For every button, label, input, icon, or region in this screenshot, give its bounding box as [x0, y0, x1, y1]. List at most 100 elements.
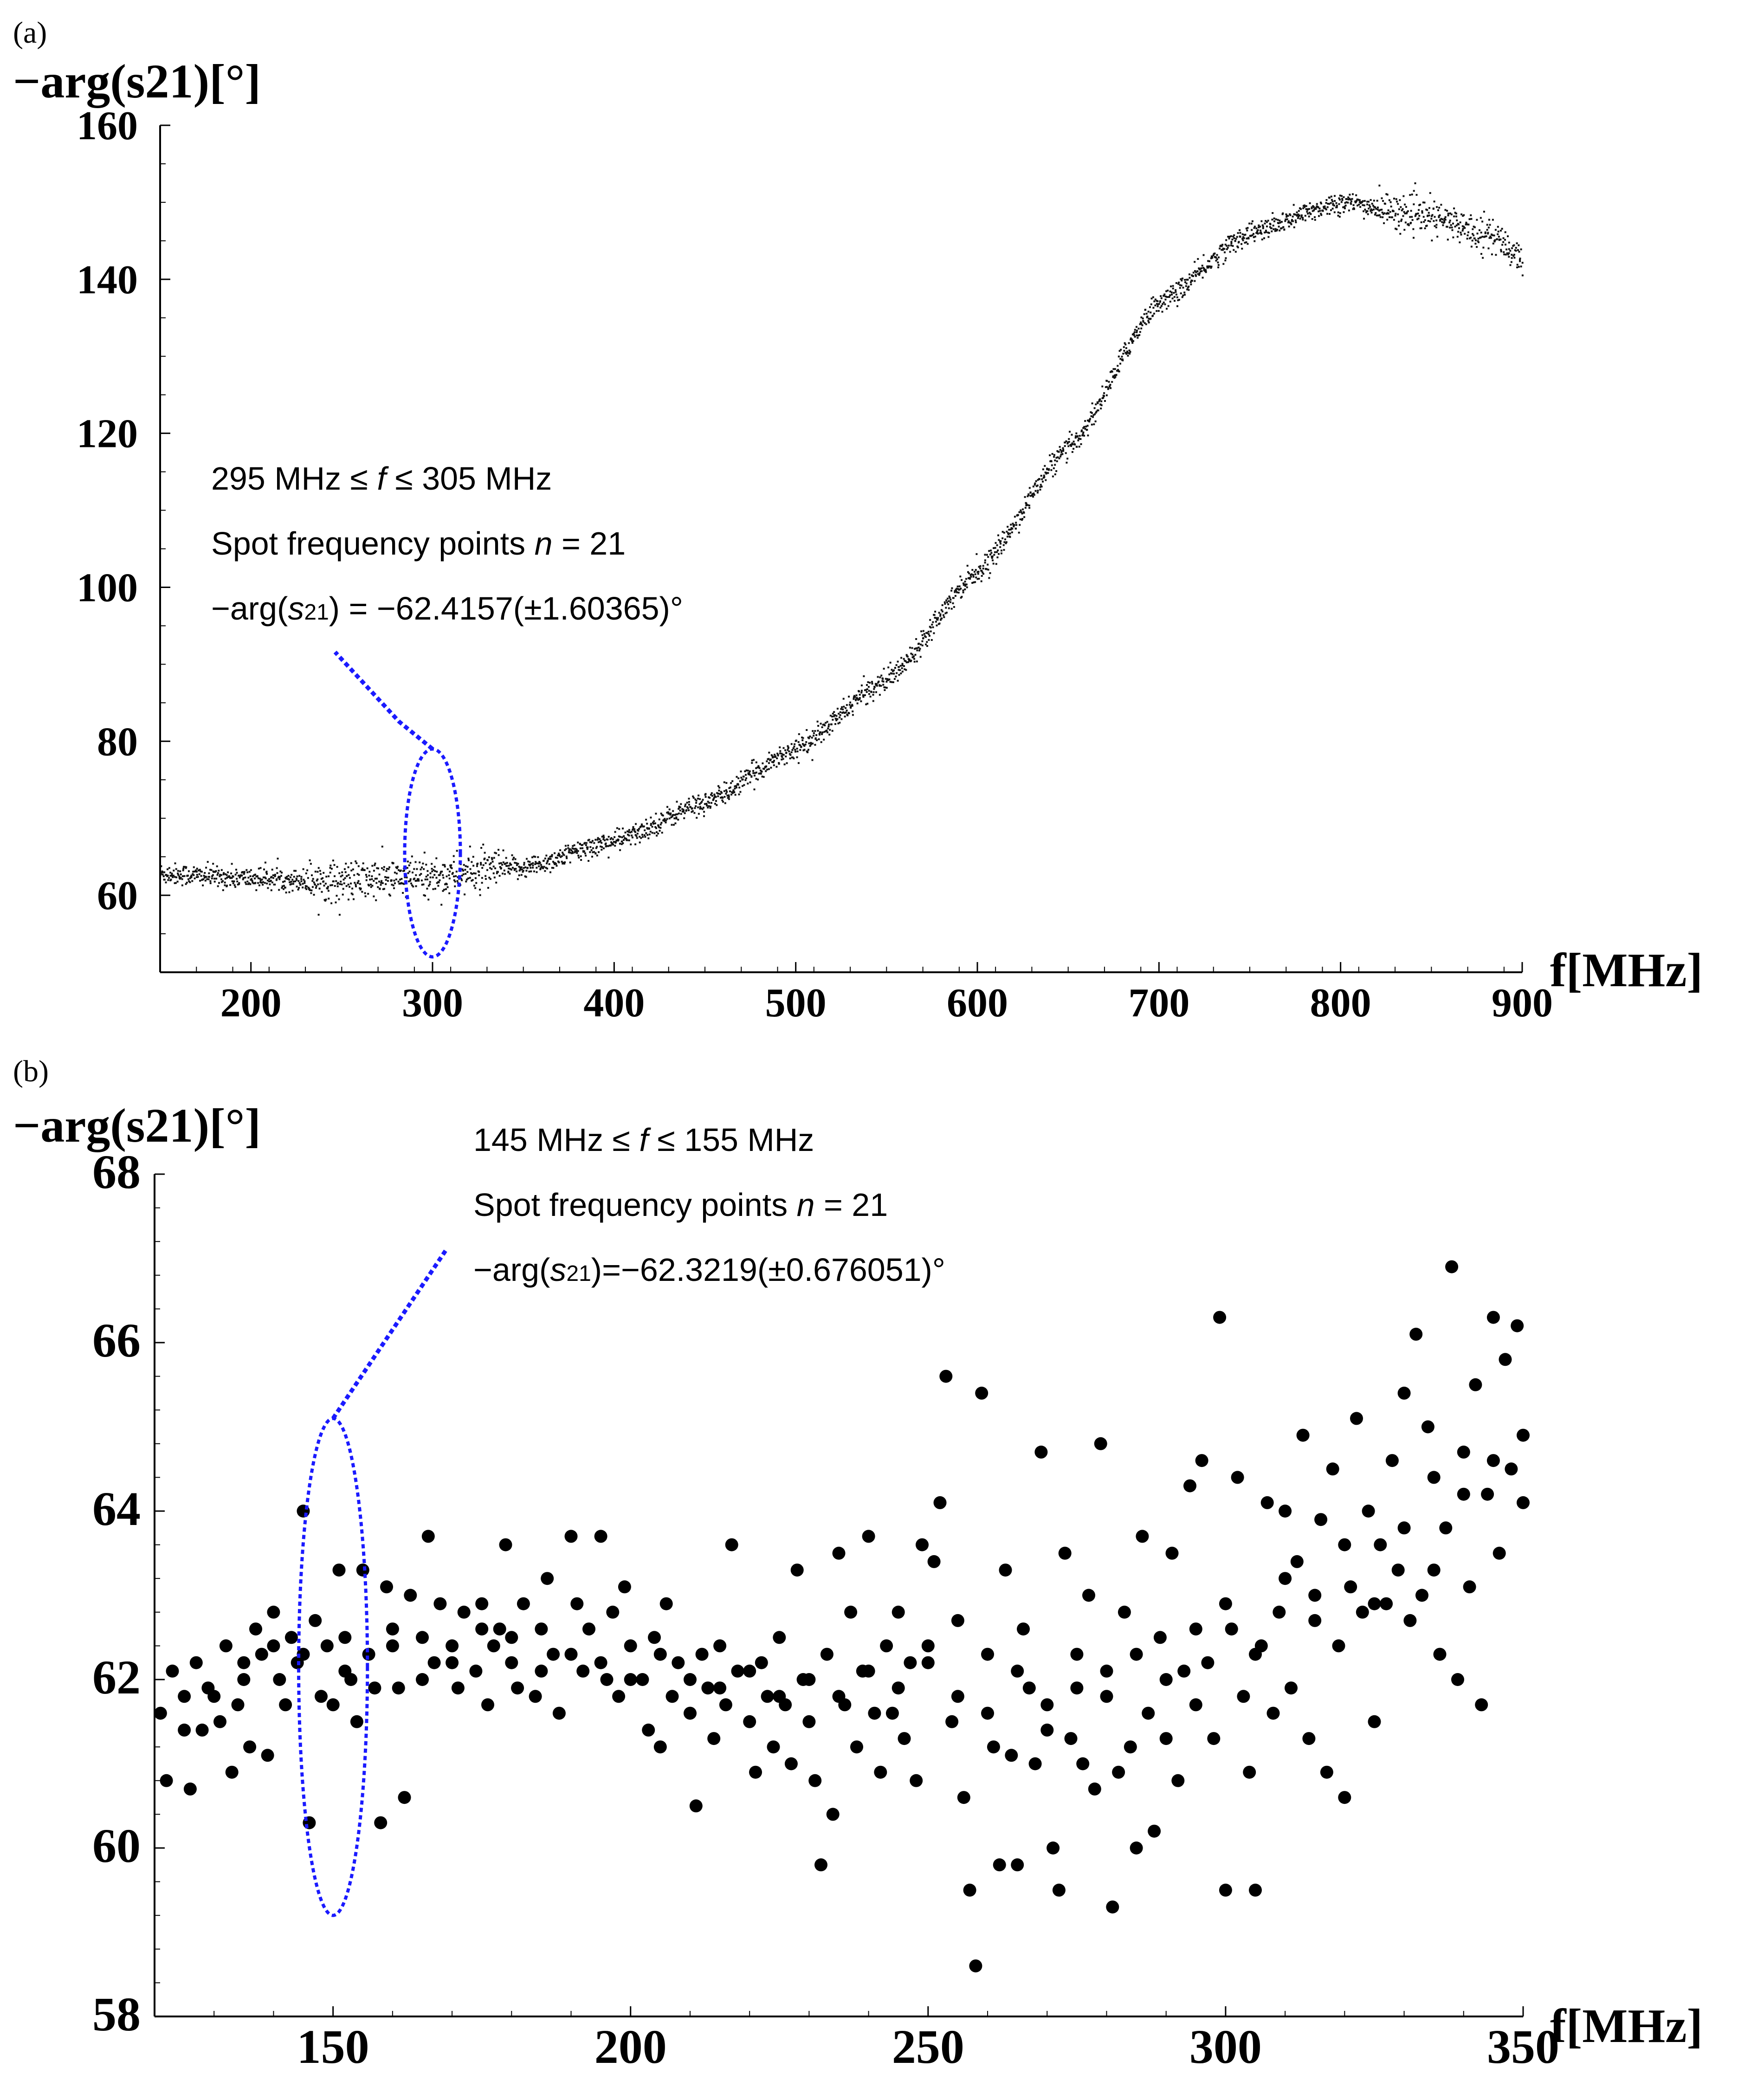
- panel-b-data-point: [457, 1605, 471, 1619]
- panel-a-data-point: [1446, 210, 1448, 212]
- panel-a-data-point: [1411, 216, 1413, 218]
- panel-a-data-point: [1290, 223, 1292, 226]
- panel-a-data-point: [1452, 236, 1454, 239]
- panel-a-data-point: [1054, 473, 1056, 476]
- panel-a-data-point: [548, 863, 550, 865]
- panel-a-data-point: [1201, 270, 1203, 272]
- panel-a-data-point: [872, 691, 875, 693]
- panel-a-data-point: [1230, 242, 1233, 245]
- panel-a-data-point: [1095, 410, 1098, 413]
- panel-a-data-point: [903, 658, 905, 660]
- panel-b-data-point: [743, 1664, 756, 1678]
- panel-a-data-point: [1045, 479, 1047, 481]
- panel-a-data-point: [1483, 211, 1485, 213]
- panel-a-data-point: [1358, 203, 1360, 206]
- panel-a-data-point: [491, 868, 493, 870]
- panel-a-data-point: [538, 865, 540, 867]
- panel-b-data-point: [219, 1639, 233, 1653]
- panel-a-data-point: [677, 819, 679, 821]
- panel-a-data-point: [265, 877, 267, 879]
- panel-a-data-point: [1131, 333, 1134, 336]
- panel-a-data-point: [626, 839, 628, 841]
- panel-a-data-point: [699, 798, 701, 800]
- panel-a-data-point: [839, 714, 841, 716]
- panel-a-data-point: [1041, 478, 1043, 480]
- panel-a-data-point: [259, 878, 261, 880]
- panel-a-data-point: [736, 775, 738, 778]
- panel-a-data-point: [1473, 226, 1476, 228]
- panel-a-data-point: [1165, 290, 1168, 292]
- panel-a-data-point: [614, 841, 617, 844]
- panel-a-data-point: [317, 878, 319, 880]
- panel-a-data-point: [954, 590, 956, 592]
- panel-b-data-point: [1225, 1622, 1238, 1636]
- panel-a-data-point: [754, 775, 756, 777]
- panel-a-data-point: [1371, 202, 1373, 205]
- panel-a-data-point: [1297, 213, 1299, 216]
- panel-a-data-point: [1228, 235, 1231, 238]
- panel-a-data-point: [1300, 208, 1302, 210]
- panel-a-data-point: [1315, 208, 1317, 210]
- panel-a-data-point: [388, 893, 390, 896]
- panel-a-data-point: [1276, 229, 1278, 231]
- panel-a-data-point: [941, 617, 943, 620]
- panel-a-data-point: [1034, 490, 1037, 492]
- panel-b-data-point: [713, 1639, 727, 1653]
- panel-a-data-point: [854, 696, 856, 698]
- panel-a-data-point: [1102, 397, 1105, 399]
- panel-a-data-point: [1090, 415, 1092, 417]
- panel-a-data-point: [871, 683, 873, 685]
- panel-a-data-point: [1413, 190, 1415, 192]
- panel-a-data-point: [274, 873, 276, 876]
- panel-a-data-point: [1172, 285, 1174, 287]
- panel-a-data-point: [1505, 244, 1506, 246]
- panel-a-data-point: [415, 885, 417, 887]
- panel-a-data-point: [205, 876, 207, 878]
- panel-a-data-point: [675, 816, 678, 819]
- panel-a-data-point: [951, 587, 953, 589]
- panel-a-data-point: [394, 882, 396, 885]
- panel-a-data-point: [1330, 202, 1332, 204]
- panel-a-data-point: [477, 862, 479, 865]
- panel-a-data-point: [971, 582, 974, 584]
- panel-a-data-point: [1197, 273, 1199, 275]
- panel-a-data-point: [1298, 210, 1300, 212]
- panel-a-data-point: [964, 583, 967, 586]
- panel-a-data-point: [864, 694, 866, 696]
- panel-a-data-point: [964, 581, 966, 583]
- panel-a-data-point: [362, 867, 364, 870]
- panel-a-data-point: [1350, 200, 1352, 202]
- panel-a-data-point: [1164, 303, 1166, 305]
- panel-a-data-point: [1285, 213, 1287, 215]
- panel-a-data-point: [657, 833, 659, 835]
- panel-a-data-point: [1497, 233, 1499, 235]
- panel-a-data-point: [374, 878, 376, 880]
- panel-a-data-point: [262, 884, 264, 886]
- panel-a-data-point: [1305, 208, 1307, 210]
- panel-a-data-point: [1440, 204, 1442, 206]
- panel-a-data-point: [1362, 200, 1364, 202]
- panel-a-data-point: [1478, 241, 1480, 243]
- panel-a-data-point: [215, 870, 217, 872]
- panel-a-data-point: [747, 782, 749, 785]
- panel-b-data-point: [1165, 1546, 1179, 1560]
- panel-a-data-point: [370, 886, 372, 888]
- panel-a-data-point: [591, 855, 593, 858]
- panel-a-data-point: [756, 766, 759, 769]
- panel-a-data-point: [335, 901, 337, 904]
- panel-a-data-point: [264, 882, 266, 884]
- panel-a-data-point: [1232, 245, 1234, 247]
- panel-a-data-point: [357, 865, 360, 867]
- panel-b-data-point: [237, 1656, 251, 1669]
- panel-a-data-point: [519, 867, 522, 870]
- panel-a-data-point: [1114, 376, 1117, 378]
- panel-a-data-point: [1154, 298, 1157, 301]
- panel-a-data-point: [853, 695, 855, 697]
- panel-a-data-point: [812, 730, 814, 732]
- panel-a-data-point: [329, 866, 331, 869]
- panel-a-data-point: [803, 745, 806, 747]
- panel-a-data-point: [1368, 207, 1370, 210]
- panel-a-data-point: [200, 875, 202, 877]
- panel-a-data-point: [1135, 326, 1137, 328]
- panel-a-data-point: [520, 874, 523, 876]
